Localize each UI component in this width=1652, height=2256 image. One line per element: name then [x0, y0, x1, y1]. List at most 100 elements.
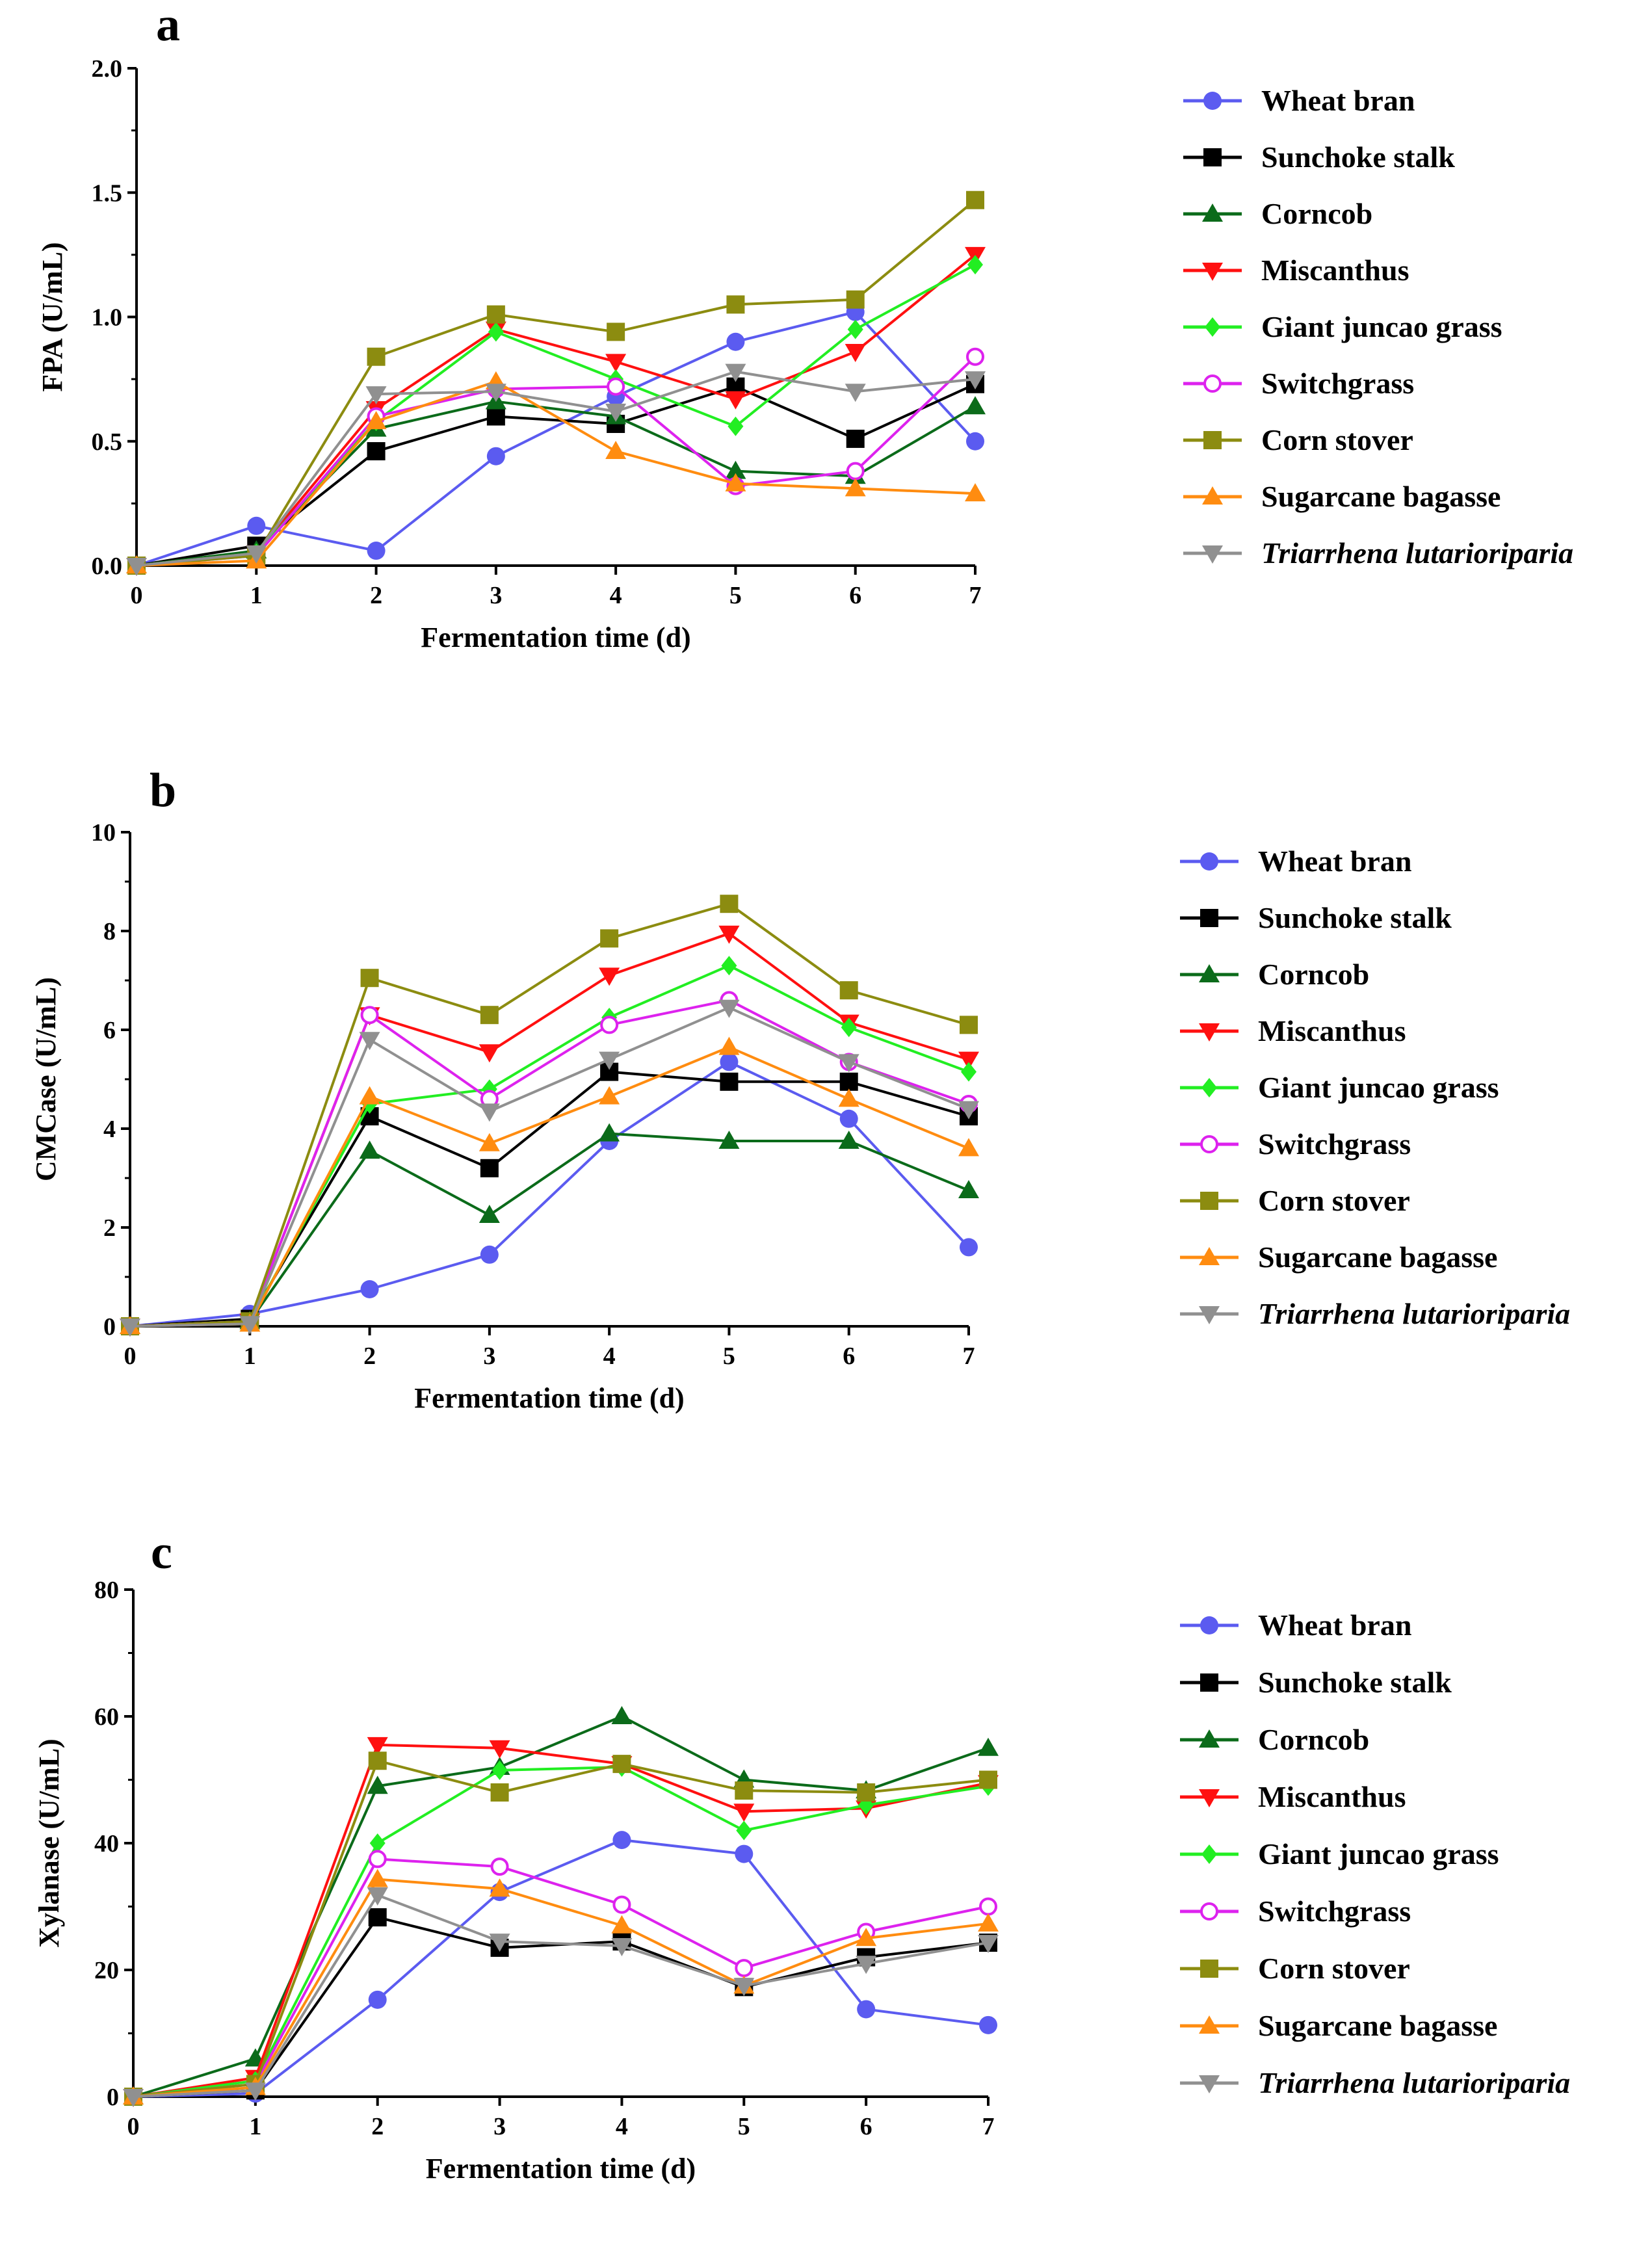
series-line-corn-stover	[136, 199, 977, 567]
data-point-sunchoke-stalk	[480, 1159, 499, 1177]
data-point-sugarcane-bagasse	[359, 1086, 380, 1105]
panel-letter: a	[156, 0, 180, 51]
legend-label-wheat-bran: Wheat bran	[1261, 84, 1415, 117]
data-point-switchgrass	[607, 377, 625, 396]
data-point-triarrhena-lutarioriparia	[958, 1101, 979, 1120]
data-point-miscanthus	[733, 1803, 755, 1822]
data-point-wheat-bran	[979, 2015, 997, 2034]
data-point-triarrhena-lutarioriparia	[718, 999, 740, 1018]
data-point-corn-stover	[360, 969, 379, 988]
data-point-corn-stover	[960, 1016, 978, 1034]
data-point-miscanthus	[489, 1740, 510, 1759]
data-point-corncob	[978, 1737, 999, 1756]
data-point-switchgrass	[360, 1006, 379, 1025]
legend-marker-giant-juncao-grass	[1201, 1078, 1217, 1097]
legend-marker-wheat-bran	[1200, 1616, 1218, 1634]
x-tick-label: 6	[843, 1343, 855, 1370]
legend-marker-corn-stover	[1200, 1960, 1218, 1978]
y-tick-label: 8	[103, 918, 116, 945]
legend-label-switchgrass: Switchgrass	[1258, 1895, 1411, 1928]
data-point-triarrhena-lutarioriparia	[479, 1103, 500, 1122]
data-point-corncob	[599, 1123, 620, 1142]
data-point-triarrhena-lutarioriparia	[978, 1935, 999, 1954]
data-point-wheat-bran	[735, 1844, 754, 1863]
legend-label-miscanthus: Miscanthus	[1258, 1780, 1406, 1813]
data-point-wheat-bran	[966, 432, 984, 451]
data-point-switchgrass	[979, 1897, 997, 1916]
data-point-corncob	[359, 1140, 380, 1159]
data-point-corncob	[479, 1205, 500, 1223]
legend-marker-triarrhena-lutarioriparia	[1202, 545, 1223, 564]
data-point-wheat-bran	[486, 447, 505, 466]
data-point-corn-stover	[857, 1783, 876, 1802]
data-point-miscanthus	[367, 1737, 388, 1755]
data-point-sugarcane-bagasse	[856, 1928, 877, 1947]
series-line-sugarcane-bagasse	[136, 380, 976, 567]
data-point-corn-stover	[966, 190, 984, 209]
panel-a: a 0.0 0.5 1.0 1.5 2.0 0 1 2 3 4 5 6 7 Fermentation tim…	[36, 0, 1573, 653]
panel-b: b 0 2 4 6 8 10 0 1 2 3 4 5 6 7 Fermentation time (d) CMC…	[30, 764, 1570, 1414]
data-point-giant-juncao-grass	[967, 255, 983, 275]
x-axis-title: Fermentation time (d)	[421, 622, 690, 653]
x-tick-label: 0	[131, 582, 143, 609]
data-point-miscanthus	[479, 1044, 500, 1063]
data-point-corncob	[725, 460, 746, 479]
series-line-wheat-bran	[133, 1839, 989, 2098]
data-point-miscanthus	[845, 344, 866, 363]
x-tick-label: 5	[738, 2113, 750, 2140]
legend-marker-sunchoke-stalk	[1200, 909, 1218, 927]
data-point-triarrhena-lutarioriparia	[365, 386, 387, 405]
panel-c: c 0 20 40 60 80 0 1 2 3 4 5 6 7 Fermentation time (d) X…	[33, 1526, 1570, 2184]
legend-marker-miscanthus	[1202, 263, 1223, 281]
data-point-corn-stover	[490, 1783, 509, 1802]
legend-label-sunchoke-stalk: Sunchoke stalk	[1261, 140, 1455, 174]
data-point-sugarcane-bagasse	[365, 411, 387, 430]
data-point-switchgrass	[368, 1850, 387, 1869]
legend-label-sugarcane-bagasse: Sugarcane bagasse	[1261, 480, 1501, 513]
data-point-wheat-bran	[367, 542, 386, 560]
legend-label-miscanthus: Miscanthus	[1261, 254, 1409, 287]
x-tick-label: 2	[370, 582, 382, 609]
data-point-triarrhena-lutarioriparia	[725, 363, 746, 382]
legend-label-corncob: Corncob	[1258, 958, 1369, 991]
legend-label-corncob: Corncob	[1261, 197, 1372, 230]
legend-label-wheat-bran: Wheat bran	[1258, 1608, 1411, 1642]
series-line-corncob	[129, 1132, 969, 1328]
data-point-triarrhena-lutarioriparia	[605, 403, 627, 422]
x-tick-label: 1	[250, 582, 263, 609]
data-point-sugarcane-bagasse	[965, 483, 986, 502]
y-tick-label: 1.0	[92, 304, 123, 332]
data-point-triarrhena-lutarioriparia	[845, 384, 866, 402]
data-point-triarrhena-lutarioriparia	[244, 2082, 266, 2101]
series-line-switchgrass	[133, 1857, 989, 2098]
series-line-sugarcane-bagasse	[129, 1045, 969, 1328]
x-tick-label: 7	[963, 1343, 975, 1370]
legend-label-wheat-bran: Wheat bran	[1258, 845, 1411, 878]
legend-marker-giant-juncao-grass	[1205, 317, 1220, 337]
data-point-triarrhena-lutarioriparia	[239, 1316, 261, 1335]
data-point-wheat-bran	[960, 1238, 978, 1257]
data-point-miscanthus	[718, 925, 740, 944]
data-point-giant-juncao-grass	[736, 1820, 752, 1841]
data-point-sunchoke-stalk	[367, 442, 386, 461]
legend-label-giant-juncao-grass: Giant juncao grass	[1258, 1837, 1499, 1870]
data-point-corncob	[367, 1776, 388, 1794]
x-tick-label: 1	[244, 1343, 256, 1370]
data-point-giant-juncao-grass	[369, 1833, 386, 1853]
data-point-sugarcane-bagasse	[978, 1913, 999, 1932]
data-point-sunchoke-stalk	[720, 1072, 739, 1091]
data-point-switchgrass	[490, 1857, 509, 1876]
series-line-sugarcane-bagasse	[133, 1878, 989, 2098]
data-point-sugarcane-bagasse	[611, 1915, 633, 1934]
y-tick-label: 0	[107, 2084, 119, 2111]
legend-marker-miscanthus	[1199, 1789, 1220, 1807]
legend-label-triarrhena-lutarioriparia: Triarrhena lutarioriparia	[1261, 536, 1573, 570]
data-point-sunchoke-stalk	[839, 1072, 858, 1091]
series-line-triarrhena-lutarioriparia	[136, 370, 976, 567]
data-point-switchgrass	[600, 1016, 619, 1034]
data-point-wheat-bran	[726, 332, 745, 351]
data-point-corncob	[965, 396, 986, 415]
legend-label-miscanthus: Miscanthus	[1258, 1014, 1406, 1047]
data-point-corn-stover	[735, 1781, 754, 1800]
data-point-sunchoke-stalk	[368, 1908, 387, 1927]
